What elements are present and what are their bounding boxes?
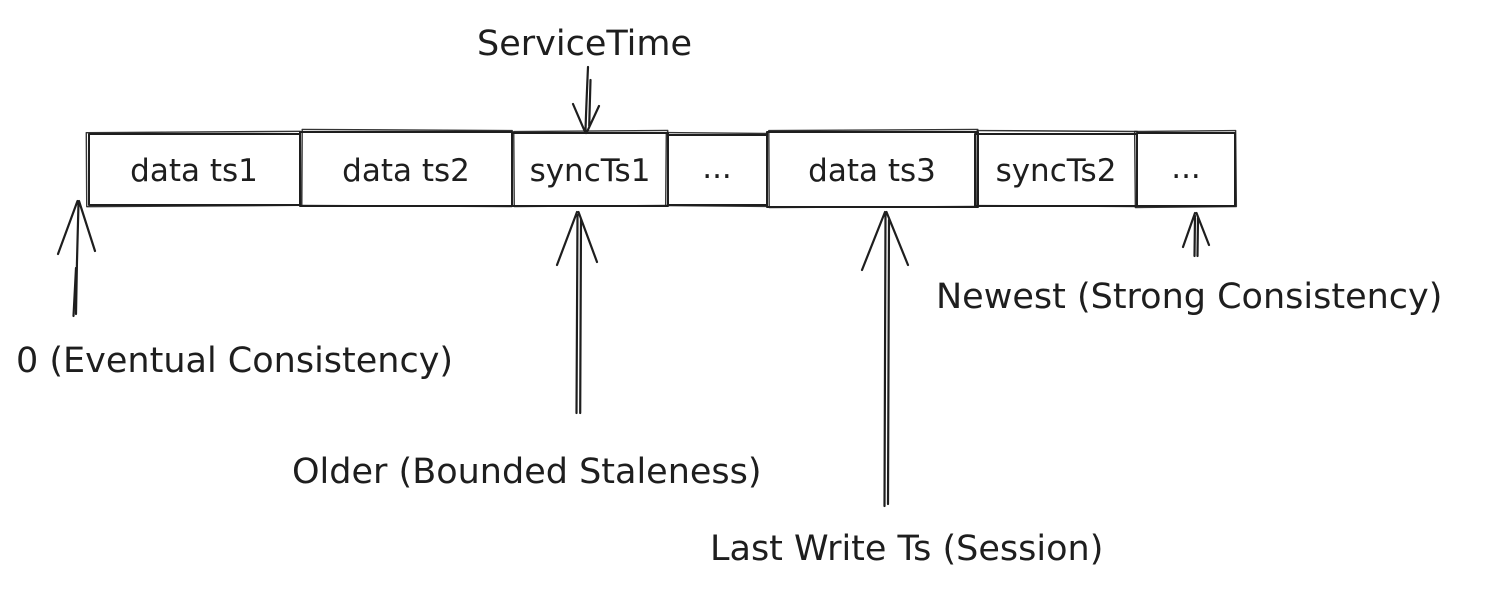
annotation-arrows — [56, 65, 1211, 508]
box-label: data ts3 — [808, 153, 936, 189]
session-up-arrow — [860, 210, 910, 508]
timeline-box-data-ts2: data ts2 — [299, 128, 513, 208]
box-label: ... — [702, 150, 732, 186]
timeline-box-syncts1: syncTs1 — [511, 129, 669, 208]
box-label: ... — [1171, 150, 1201, 186]
timeline-box-data-ts3: data ts3 — [766, 128, 979, 209]
eventual-consistency-up-arrow — [56, 199, 97, 318]
bounded-staleness-label: Older (Bounded Staleness) — [292, 452, 762, 492]
box-outline — [1136, 132, 1236, 207]
strong-consistency-label: Newest (Strong Consistency) — [936, 277, 1442, 317]
timeline-boxes: data ts1 data ts2 syncTs1 ... data t — [85, 128, 1238, 209]
bounded-staleness-up-arrow — [555, 210, 599, 415]
annotation-labels: ServiceTime 0 (Eventual Consistency) Old… — [16, 24, 1442, 569]
timeline-box-ellipsis-1: ... — [664, 131, 769, 208]
eventual-consistency-label: 0 (Eventual Consistency) — [16, 341, 453, 381]
box-label: syncTs1 — [530, 153, 651, 189]
box-label: syncTs2 — [996, 153, 1117, 189]
box-outline-sketch — [768, 128, 979, 209]
session-label: Last Write Ts (Session) — [710, 529, 1103, 569]
service-time-down-arrow — [571, 65, 601, 135]
timeline-box-data-ts1: data ts1 — [85, 130, 302, 208]
strong-consistency-up-arrow — [1181, 211, 1211, 258]
timeline-box-ellipsis-2: ... — [1133, 129, 1238, 209]
box-outline-sketch — [1133, 129, 1238, 209]
box-label: data ts2 — [342, 153, 470, 189]
box-label: data ts1 — [130, 153, 258, 189]
timeline-box-syncts2: syncTs2 — [974, 129, 1138, 208]
service-time-label: ServiceTime — [477, 24, 692, 64]
